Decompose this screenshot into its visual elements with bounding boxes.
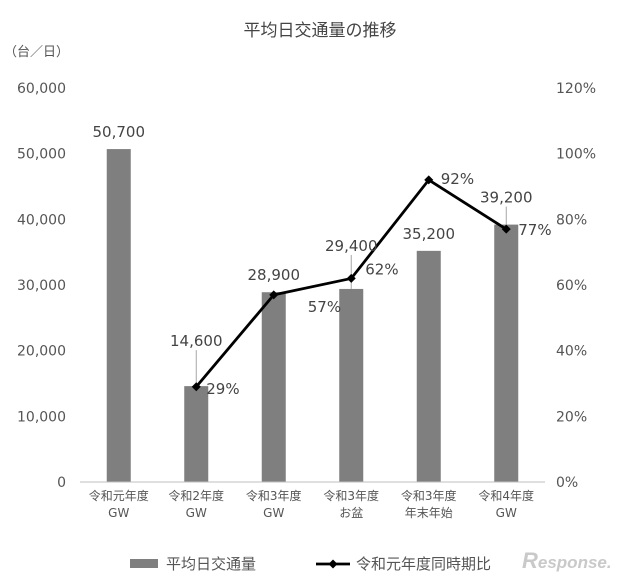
watermark-r: R bbox=[522, 548, 538, 573]
line-value-label: 77% bbox=[518, 221, 551, 239]
line-point bbox=[346, 273, 356, 283]
line-point bbox=[501, 224, 511, 234]
bar bbox=[416, 250, 441, 482]
line-value-label: 57% bbox=[308, 298, 341, 316]
line-value-label: 62% bbox=[365, 260, 398, 278]
legend-line-label: 令和元年度同時期比 bbox=[356, 555, 491, 573]
right-tick-label: 20% bbox=[556, 409, 587, 425]
left-tick-label: 0 bbox=[57, 475, 66, 491]
right-tick-label: 100% bbox=[556, 147, 596, 163]
right-tick-label: 0% bbox=[556, 475, 578, 491]
x-tick-label: お盆 bbox=[339, 506, 363, 520]
x-tick-label: 令和元年度 bbox=[89, 488, 149, 503]
right-tick-label: 60% bbox=[556, 278, 587, 294]
left-tick-label: 60,000 bbox=[17, 81, 66, 97]
bar-value-label: 14,600 bbox=[170, 332, 223, 350]
left-tick-label: 50,000 bbox=[17, 147, 66, 163]
bar-series bbox=[106, 149, 519, 482]
x-tick-label: 年末年始 bbox=[405, 506, 453, 520]
left-tick-label: 20,000 bbox=[17, 344, 66, 360]
legend-line-marker bbox=[328, 559, 338, 569]
right-tick-label: 80% bbox=[556, 212, 587, 228]
line-data-labels: 29% 57% 62% 92% 77% bbox=[206, 170, 551, 398]
legend-bar-label: 平均日交通量 bbox=[166, 555, 256, 573]
x-tick-label: 令和3年度 bbox=[246, 488, 302, 503]
bar-value-label: 39,200 bbox=[480, 189, 533, 207]
bar-data-labels: 50,700 14,600 28,900 29,400 35,200 39,200 bbox=[93, 123, 533, 350]
x-tick-label: GW bbox=[496, 506, 517, 520]
x-tick-label: GW bbox=[108, 506, 129, 520]
legend: 平均日交通量 令和元年度同時期比 bbox=[130, 555, 491, 573]
line-point bbox=[191, 382, 201, 392]
bar bbox=[494, 224, 519, 482]
y-axis-unit: （台／日） bbox=[4, 45, 69, 60]
x-tick-label: 令和3年度 bbox=[323, 488, 379, 503]
line-series bbox=[191, 175, 511, 392]
x-tick-label: 令和2年度 bbox=[168, 488, 224, 503]
line-point bbox=[269, 290, 279, 300]
line-value-label: 92% bbox=[441, 170, 474, 188]
label-leaders bbox=[195, 206, 507, 387]
x-tick-label: 令和3年度 bbox=[401, 488, 457, 503]
bar bbox=[106, 149, 131, 482]
x-tick-label: 令和4年度 bbox=[478, 488, 534, 503]
chart-title: 平均日交通量の推移 bbox=[244, 21, 397, 41]
response-watermark-logo: Response. bbox=[522, 548, 612, 573]
bar-value-label: 28,900 bbox=[248, 266, 301, 284]
bar-value-label: 35,200 bbox=[403, 225, 456, 243]
right-tick-label: 40% bbox=[556, 344, 587, 360]
bar bbox=[184, 386, 209, 482]
line-point bbox=[424, 175, 434, 185]
bar bbox=[339, 288, 364, 482]
left-tick-label: 40,000 bbox=[17, 212, 66, 228]
left-tick-label: 10,000 bbox=[17, 409, 66, 425]
bar-value-label: 29,400 bbox=[325, 237, 378, 255]
line-value-label: 29% bbox=[206, 380, 239, 398]
bar-value-label: 50,700 bbox=[93, 123, 146, 141]
right-axis-ticks: 0% 20% 40% 60% 80% 100% 120% bbox=[556, 81, 596, 491]
right-tick-label: 120% bbox=[556, 81, 596, 97]
watermark-rest: esponse. bbox=[538, 553, 612, 572]
x-tick-label: GW bbox=[186, 506, 207, 520]
left-tick-label: 30,000 bbox=[17, 278, 66, 294]
bar bbox=[261, 292, 286, 482]
left-axis-ticks: 0 10,000 20,000 30,000 40,000 50,000 60,000 bbox=[17, 81, 66, 491]
legend-bar-swatch bbox=[130, 559, 158, 568]
x-tick-label: GW bbox=[263, 506, 284, 520]
